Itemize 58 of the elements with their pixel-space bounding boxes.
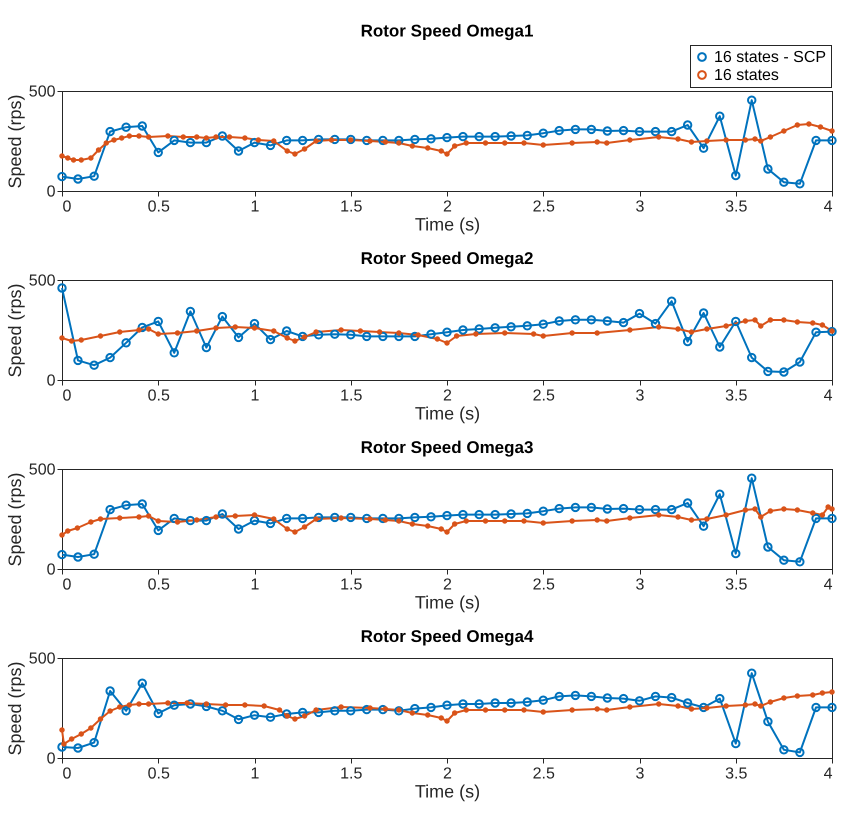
- y-tick-label: 0: [46, 562, 56, 578]
- x-axis-title: Time (s): [414, 214, 480, 234]
- x-tick-label: 2.5: [532, 576, 555, 594]
- chart-title: Rotor Speed Omega3: [360, 438, 534, 457]
- y-tick-label: 500: [28, 462, 56, 478]
- x-tick-label: 4: [824, 576, 833, 594]
- x-tick-label: 0.5: [148, 576, 170, 594]
- x-tick-label: 1: [250, 388, 260, 404]
- y-tick-label: 500: [28, 84, 56, 100]
- x-tick-label: 1: [250, 766, 260, 782]
- x-axis-title: Time (s): [414, 782, 480, 802]
- x-tick-label: 2: [443, 388, 452, 404]
- legend-label: 16 states: [714, 67, 779, 84]
- x-tick-label: 3.5: [725, 576, 748, 594]
- x-tick-label: 2: [443, 766, 452, 782]
- x-tick-label: 3.5: [725, 198, 748, 216]
- y-tick-label: 500: [28, 650, 56, 668]
- y-axis-title: Speed (rps): [4, 472, 25, 567]
- x-tick-label: 3: [636, 198, 645, 216]
- chart-title: Rotor Speed Omega4: [360, 627, 534, 646]
- x-tick-label: 1: [250, 576, 260, 594]
- x-tick-label: 2: [443, 198, 452, 216]
- x-tick-label: 0.5: [148, 388, 170, 404]
- y-tick-label: 0: [46, 184, 56, 200]
- x-tick-label: 1.5: [340, 388, 362, 404]
- y-axis-title: Speed (rps): [4, 94, 25, 189]
- chart-title: Rotor Speed Omega1: [360, 22, 534, 40]
- legend-label: 16 states - SCP: [714, 49, 826, 66]
- x-axis-title: Time (s): [414, 404, 480, 424]
- x-tick-label: 2: [443, 576, 452, 594]
- x-tick-label: 2.5: [532, 388, 555, 404]
- x-tick-label: 4: [824, 766, 833, 782]
- x-tick-label: 4: [824, 388, 833, 404]
- y-axis-title: Speed (rps): [4, 661, 25, 756]
- x-tick-label: 3.5: [725, 766, 748, 782]
- chart-title: Rotor Speed Omega2: [360, 249, 534, 268]
- x-tick-label: 3.5: [725, 388, 748, 404]
- y-axis-title: Speed (rps): [4, 283, 25, 378]
- y-tick-label: 500: [28, 272, 56, 290]
- x-tick-label: 1.5: [340, 576, 362, 594]
- x-tick-label: 3: [636, 388, 645, 404]
- x-tick-label: 3: [636, 576, 645, 594]
- x-tick-label: 0.5: [148, 766, 170, 782]
- x-tick-label: 0: [62, 388, 72, 404]
- x-tick-label: 1.5: [340, 198, 362, 216]
- x-tick-label: 2.5: [532, 766, 555, 782]
- x-tick-label: 4: [824, 198, 833, 216]
- x-tick-label: 3: [636, 766, 645, 782]
- x-tick-label: 0: [62, 576, 72, 594]
- x-tick-label: 0.5: [148, 198, 170, 216]
- x-tick-label: 1.5: [340, 766, 362, 782]
- x-tick-label: 0: [62, 198, 72, 216]
- x-tick-label: 0: [62, 766, 72, 782]
- y-tick-label: 0: [46, 750, 56, 768]
- x-axis-title: Time (s): [414, 592, 480, 612]
- x-tick-label: 2.5: [532, 198, 555, 216]
- y-tick-label: 0: [46, 372, 56, 390]
- x-tick-label: 1: [250, 198, 260, 216]
